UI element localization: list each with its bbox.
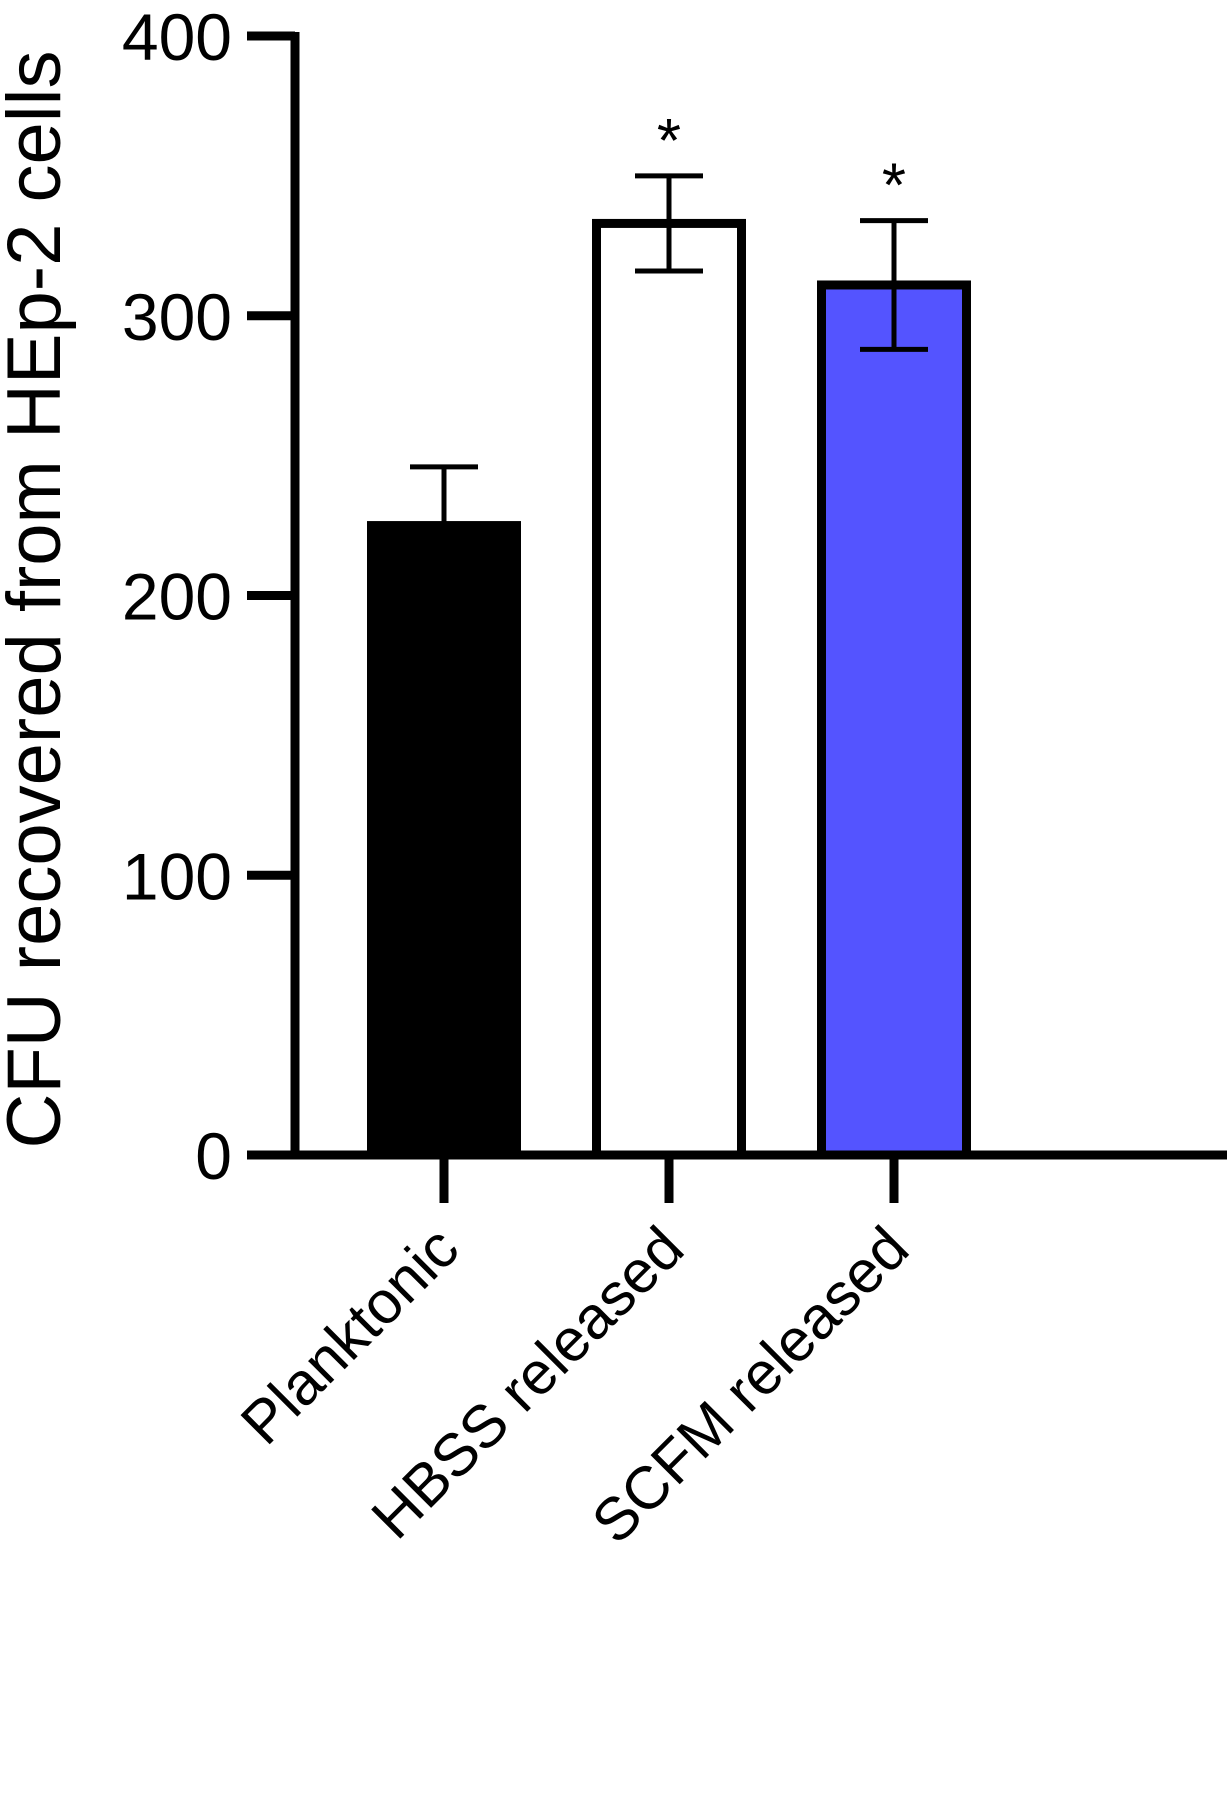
significance-asterisk: * — [657, 107, 681, 176]
significance-asterisk: * — [882, 152, 906, 221]
y-axis-label: CFU recovered from HEp-2 cells — [0, 50, 77, 1148]
bars — [367, 173, 971, 1160]
y-tick-label: 0 — [195, 1119, 232, 1193]
y-tick-label: 300 — [122, 280, 232, 354]
y-tick-label: 200 — [122, 560, 232, 634]
y-tick-label: 100 — [122, 839, 232, 913]
bar-scfm-released — [817, 280, 971, 1160]
y-tick-label: 400 — [122, 0, 232, 74]
bar-hbss-released — [592, 218, 746, 1160]
bar-planktonic — [367, 521, 521, 1160]
x-tick-label: Planktonic — [228, 1214, 471, 1457]
